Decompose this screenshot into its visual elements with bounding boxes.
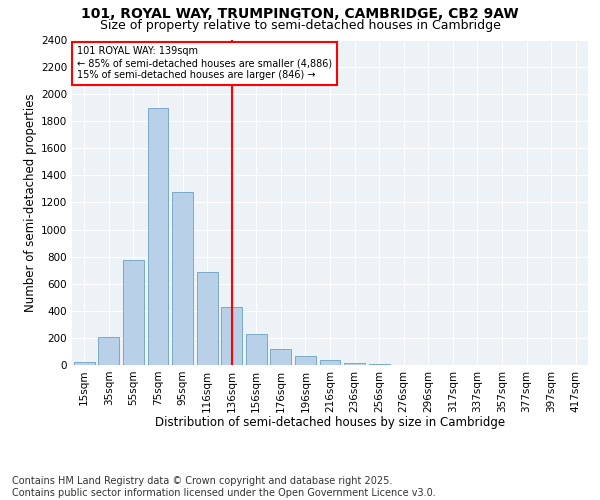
Text: 101, ROYAL WAY, TRUMPINGTON, CAMBRIDGE, CB2 9AW: 101, ROYAL WAY, TRUMPINGTON, CAMBRIDGE, … bbox=[81, 8, 519, 22]
Y-axis label: Number of semi-detached properties: Number of semi-detached properties bbox=[24, 93, 37, 312]
Bar bbox=[320, 360, 340, 365]
Bar bbox=[368, 364, 389, 365]
Bar bbox=[98, 337, 119, 365]
Bar bbox=[271, 350, 292, 365]
Bar bbox=[123, 260, 144, 365]
Bar bbox=[221, 307, 242, 365]
Text: Contains HM Land Registry data © Crown copyright and database right 2025.
Contai: Contains HM Land Registry data © Crown c… bbox=[12, 476, 436, 498]
Text: 101 ROYAL WAY: 139sqm
← 85% of semi-detached houses are smaller (4,886)
15% of s: 101 ROYAL WAY: 139sqm ← 85% of semi-deta… bbox=[77, 46, 332, 80]
Text: Size of property relative to semi-detached houses in Cambridge: Size of property relative to semi-detach… bbox=[100, 19, 500, 32]
Bar bbox=[344, 362, 365, 365]
Bar bbox=[295, 356, 316, 365]
Bar bbox=[246, 334, 267, 365]
X-axis label: Distribution of semi-detached houses by size in Cambridge: Distribution of semi-detached houses by … bbox=[155, 416, 505, 429]
Bar bbox=[148, 108, 169, 365]
Bar bbox=[172, 192, 193, 365]
Bar bbox=[197, 272, 218, 365]
Bar bbox=[74, 362, 95, 365]
